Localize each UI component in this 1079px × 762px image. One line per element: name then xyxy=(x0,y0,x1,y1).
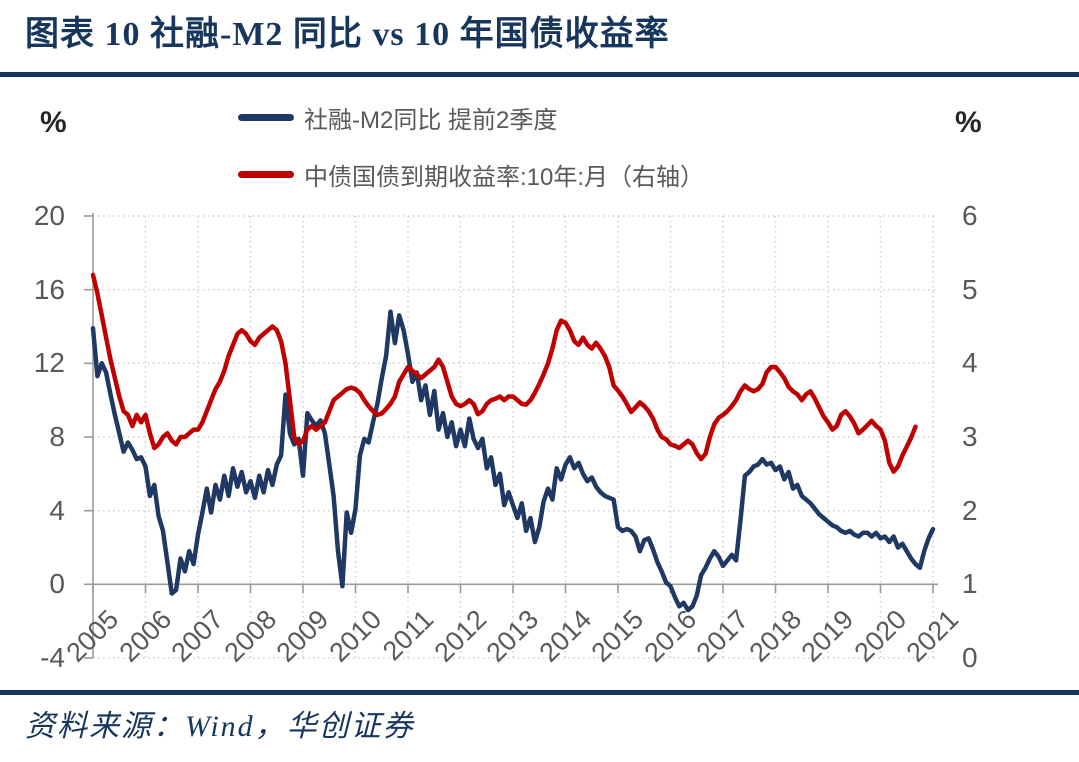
title-divider xyxy=(0,72,1079,77)
red-line-swatch-icon xyxy=(238,171,294,178)
y-axis-tick-label-left: 0 xyxy=(49,568,65,599)
y-axis-tick-label-left: 20 xyxy=(33,200,65,231)
y-axis-tick-label-right: 3 xyxy=(962,421,978,452)
y-axis-tick-label-right: 6 xyxy=(962,200,978,231)
page-title: 图表 10 社融-M2 同比 vs 10 年国债收益率 xyxy=(25,16,670,53)
legend-item-red: 中债国债到期收益率:10年:月（右轴） xyxy=(238,157,704,192)
legend-label: 中债国债到期收益率:10年:月（右轴） xyxy=(304,164,705,191)
y-axis-tick-label-right: 4 xyxy=(962,347,978,378)
footer-divider xyxy=(0,690,1079,695)
right-axis-unit-label: % xyxy=(955,106,982,139)
series-left-line xyxy=(90,309,936,613)
y-axis-tick-label-left: 16 xyxy=(33,274,65,305)
legend-label: 社融-M2同比 提前2季度 xyxy=(304,107,558,134)
y-axis-tick-label-left: -4 xyxy=(40,642,65,673)
chart-legend: 社融-M2同比 提前2季度 中债国债到期收益率:10年:月（右轴） xyxy=(238,100,704,192)
y-axis-tick-label-left: 12 xyxy=(33,347,65,378)
series-right-line xyxy=(90,272,918,474)
legend-item-blue: 社融-M2同比 提前2季度 xyxy=(238,100,704,135)
y-axis-tick-label-left: 8 xyxy=(49,421,65,452)
source-text: 资料来源：Wind，华创证券 xyxy=(25,710,415,743)
y-axis-tick-label-left: 4 xyxy=(49,495,65,526)
left-axis-unit-label: % xyxy=(40,106,67,139)
y-axis-tick-label-right: 1 xyxy=(962,568,978,599)
y-axis-tick-label-right: 2 xyxy=(962,495,978,526)
y-axis-tick-label-right: 0 xyxy=(962,642,978,673)
blue-line-swatch-icon xyxy=(238,114,294,121)
y-axis-tick-label-right: 5 xyxy=(962,274,978,305)
